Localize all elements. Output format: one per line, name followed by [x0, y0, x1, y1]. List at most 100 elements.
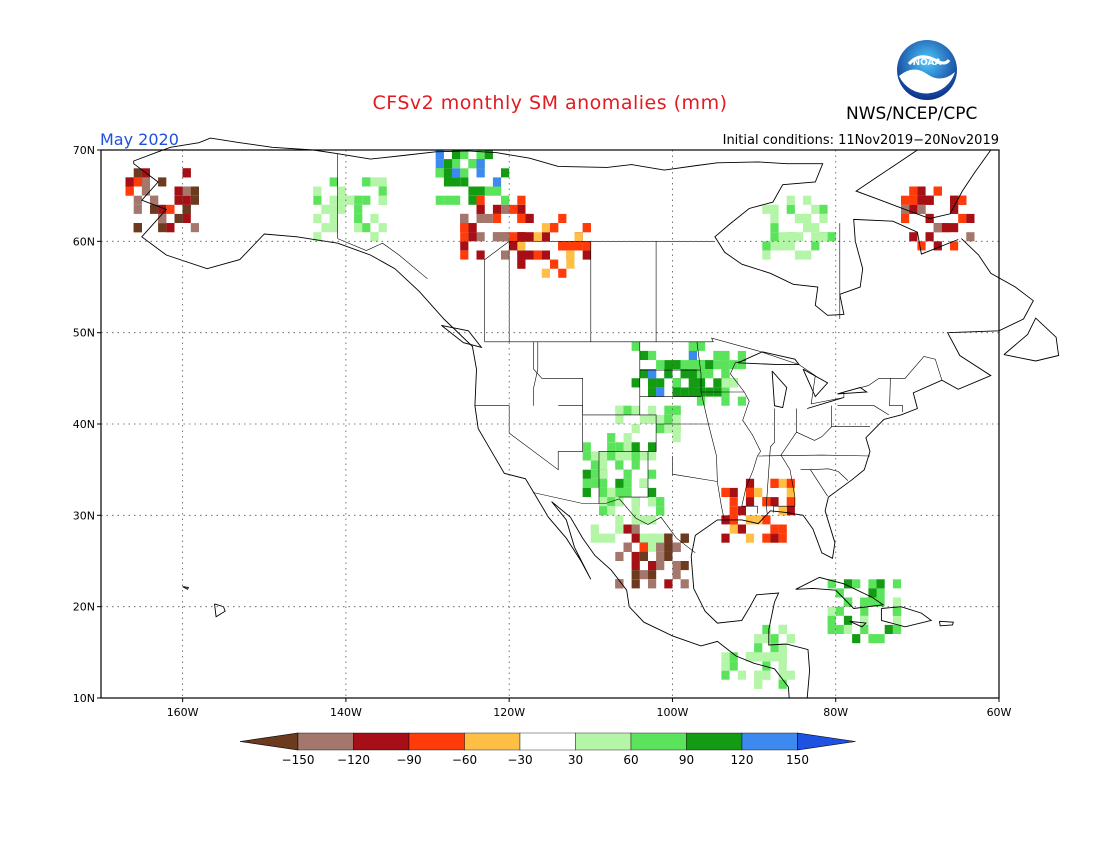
anomaly-cell	[664, 414, 673, 424]
anomaly-cell	[876, 634, 885, 644]
anomaly-cell	[590, 469, 599, 479]
anomaly-cell	[672, 360, 681, 370]
anomaly-cell	[901, 213, 910, 223]
anomaly-cell	[468, 232, 477, 242]
anomaly-cell	[623, 524, 632, 534]
anomaly-cell	[843, 615, 853, 625]
anomaly-cell	[778, 241, 787, 251]
anomaly-cell	[770, 652, 779, 662]
anomaly-cell	[770, 533, 779, 543]
anomaly-cell	[762, 652, 771, 662]
anomaly-cell	[729, 524, 738, 534]
border-line	[889, 378, 903, 413]
anomaly-cell	[517, 195, 526, 205]
anomaly-cell	[623, 451, 632, 461]
anomaly-cell	[648, 497, 657, 507]
anomaly-cells	[125, 150, 975, 689]
anomaly-cell	[721, 378, 730, 388]
anomaly-cell	[509, 232, 518, 242]
anomaly-cell	[745, 515, 755, 525]
anomaly-cell	[190, 186, 199, 196]
coastline-segment	[880, 606, 933, 628]
coastline-segment	[771, 370, 788, 409]
anomaly-cell	[558, 268, 567, 278]
anomaly-cell	[492, 213, 502, 223]
anomaly-cell	[729, 360, 738, 370]
anomaly-cell	[680, 533, 689, 543]
initial-conditions: Initial conditions: 11Nov2019−20Nov2019	[722, 133, 999, 148]
anomaly-cell	[737, 360, 746, 370]
noaa-logo-icon: NOAA	[897, 40, 957, 100]
anomaly-cell	[639, 451, 648, 461]
anomaly-cell	[721, 652, 730, 662]
border-line	[532, 492, 696, 554]
coastline-segment	[737, 351, 800, 366]
anomaly-cell	[460, 250, 469, 260]
anomaly-cell	[770, 204, 779, 214]
anomaly-cell	[321, 223, 330, 233]
anomaly-cell	[827, 232, 836, 242]
anomaly-cell	[754, 515, 763, 525]
colorbar-label: 30	[568, 753, 583, 767]
anomaly-cell	[680, 360, 689, 370]
anomaly-cell	[150, 195, 159, 205]
anomaly-cell	[786, 241, 795, 251]
anomaly-cell	[835, 588, 844, 598]
anomaly-cell	[745, 533, 755, 543]
anomaly-cell	[770, 232, 779, 242]
anomaly-cell	[901, 195, 910, 205]
anomaly-cell	[370, 177, 379, 187]
colorbar-label: −30	[507, 753, 532, 767]
anomaly-cell	[566, 259, 575, 269]
anomaly-cell	[656, 360, 665, 370]
anomaly-cell	[574, 232, 583, 242]
anomaly-cell	[639, 414, 648, 424]
anomaly-cell	[786, 478, 795, 488]
anomaly-cell	[664, 369, 673, 379]
anomaly-cell	[843, 624, 853, 634]
anomaly-cell	[950, 223, 959, 233]
anomaly-cell	[803, 213, 812, 223]
colorbar-left-arrow	[239, 732, 299, 751]
political-borders	[337, 153, 943, 554]
anomaly-cell	[925, 195, 934, 205]
anomaly-cell	[876, 579, 885, 589]
lat-tick-label: 40N	[73, 418, 95, 431]
anomaly-cell	[517, 259, 526, 269]
anomaly-cell	[501, 250, 510, 260]
anomaly-cell	[615, 405, 624, 415]
anomaly-cell	[460, 232, 469, 242]
anomaly-cell	[762, 670, 771, 680]
anomaly-cell	[639, 570, 648, 580]
anomaly-cell	[737, 350, 746, 360]
longitude-ticks: 160W 140W 120W 100W 80W 60W	[167, 698, 1012, 719]
anomaly-cell	[827, 615, 836, 625]
anomaly-cell	[762, 624, 771, 634]
anomaly-cell	[623, 442, 632, 452]
anomaly-cell	[762, 634, 771, 644]
anomaly-cell	[158, 177, 167, 187]
anomaly-cell	[852, 579, 861, 589]
anomaly-cell	[672, 542, 681, 552]
anomaly-cell	[778, 524, 787, 534]
anomaly-cell	[672, 561, 681, 571]
anomaly-cell	[672, 387, 681, 397]
anomaly-cell	[966, 213, 975, 223]
anomaly-cell	[607, 506, 616, 516]
anomaly-cell	[492, 204, 502, 214]
anomaly-cell	[925, 232, 934, 242]
anomaly-cell	[803, 223, 812, 233]
anomaly-cell	[737, 524, 746, 534]
lon-tick-label: 80W	[823, 706, 848, 719]
anomaly-cell	[745, 652, 755, 662]
anomaly-cell	[582, 442, 591, 452]
colorbar-segment	[630, 732, 687, 751]
lon-tick-label: 100W	[657, 706, 689, 719]
anomaly-cell	[550, 259, 559, 269]
anomaly-cell	[639, 369, 648, 379]
anomaly-cell	[745, 478, 755, 488]
anomaly-cell	[541, 232, 550, 242]
anomaly-cell	[190, 223, 199, 233]
anomaly-cell	[607, 487, 616, 497]
